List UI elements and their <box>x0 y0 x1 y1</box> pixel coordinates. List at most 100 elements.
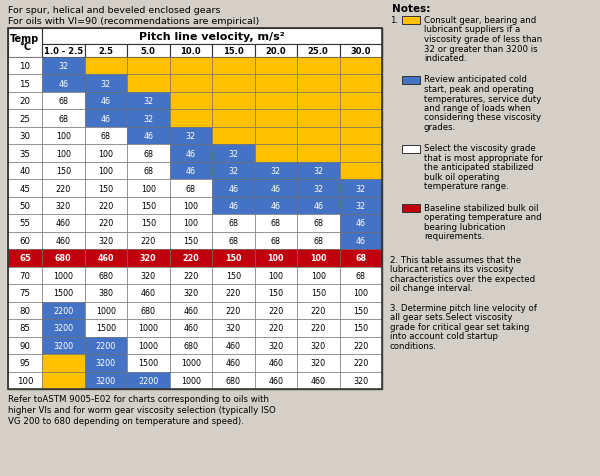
Bar <box>297 75 340 93</box>
Bar <box>254 162 297 180</box>
Text: °C: °C <box>19 42 31 52</box>
Text: 3200: 3200 <box>53 341 73 350</box>
Text: 68: 68 <box>58 114 68 123</box>
Bar <box>254 198 297 215</box>
Text: 65: 65 <box>19 254 31 263</box>
Bar <box>170 110 212 128</box>
Bar <box>297 250 340 267</box>
Text: 20.0: 20.0 <box>265 47 286 56</box>
Text: 32: 32 <box>101 79 111 89</box>
Text: 30.0: 30.0 <box>350 47 371 56</box>
Text: 32: 32 <box>228 167 238 176</box>
Text: 2200: 2200 <box>138 376 158 385</box>
Text: 1.0 - 2.5: 1.0 - 2.5 <box>44 47 83 56</box>
Text: 680: 680 <box>226 376 241 385</box>
Text: 220: 220 <box>226 289 241 298</box>
Bar <box>42 232 85 250</box>
Text: 680: 680 <box>183 341 198 350</box>
Bar <box>170 162 212 180</box>
Bar <box>297 337 340 354</box>
Text: 3. Determine pitch line velocity of: 3. Determine pitch line velocity of <box>390 303 537 312</box>
Bar <box>212 145 254 162</box>
Bar <box>170 128 212 145</box>
Bar <box>340 75 382 93</box>
Bar <box>212 93 254 110</box>
Text: 100: 100 <box>98 167 113 176</box>
Bar <box>212 180 254 198</box>
Text: 320: 320 <box>353 376 368 385</box>
Bar <box>127 319 170 337</box>
Bar <box>297 162 340 180</box>
Bar <box>8 372 42 389</box>
Bar <box>8 198 42 215</box>
Text: 32: 32 <box>356 184 366 193</box>
Bar <box>212 110 254 128</box>
Bar <box>340 354 382 372</box>
Bar <box>85 198 127 215</box>
Bar <box>297 180 340 198</box>
Text: 220: 220 <box>311 324 326 333</box>
Bar <box>340 45 382 58</box>
Text: 100: 100 <box>311 271 326 280</box>
Bar <box>254 302 297 319</box>
Text: 50: 50 <box>19 202 31 210</box>
Bar <box>212 267 254 285</box>
Text: bulk oil operating: bulk oil operating <box>424 173 499 182</box>
Text: 68: 68 <box>101 132 111 141</box>
Text: Notes:: Notes: <box>392 4 430 14</box>
Bar <box>297 319 340 337</box>
Bar <box>402 17 420 25</box>
Bar <box>42 75 85 93</box>
Bar <box>212 285 254 302</box>
Bar <box>42 145 85 162</box>
Text: 32: 32 <box>143 114 154 123</box>
Text: 46: 46 <box>356 219 366 228</box>
Bar <box>170 45 212 58</box>
Bar <box>170 180 212 198</box>
Bar <box>42 162 85 180</box>
Text: characteristics over the expected: characteristics over the expected <box>390 275 535 283</box>
Bar <box>297 58 340 75</box>
Text: 1500: 1500 <box>53 289 73 298</box>
Text: 460: 460 <box>268 358 283 367</box>
Text: 68: 68 <box>143 149 153 159</box>
Bar <box>297 267 340 285</box>
Bar <box>212 250 254 267</box>
Text: oil change interval.: oil change interval. <box>390 284 473 293</box>
Bar <box>212 58 254 75</box>
Bar <box>8 58 42 75</box>
Bar <box>85 267 127 285</box>
Bar <box>297 198 340 215</box>
Text: 46: 46 <box>228 184 238 193</box>
Text: 220: 220 <box>56 184 71 193</box>
Bar <box>340 198 382 215</box>
Bar <box>8 285 42 302</box>
Bar <box>127 180 170 198</box>
Bar <box>340 267 382 285</box>
Text: 80: 80 <box>19 306 31 315</box>
Bar <box>254 232 297 250</box>
Text: 320: 320 <box>56 202 71 210</box>
Text: 100: 100 <box>141 184 156 193</box>
Bar <box>254 75 297 93</box>
Bar <box>85 250 127 267</box>
Bar <box>170 337 212 354</box>
Text: 15.0: 15.0 <box>223 47 244 56</box>
Text: 46: 46 <box>271 184 281 193</box>
Text: 32: 32 <box>356 202 366 210</box>
Bar <box>212 372 254 389</box>
Text: 3200: 3200 <box>95 376 116 385</box>
Bar <box>8 29 42 58</box>
Text: 220: 220 <box>98 202 113 210</box>
Text: 68: 68 <box>356 271 366 280</box>
Text: 46: 46 <box>271 202 281 210</box>
Bar <box>170 250 212 267</box>
Bar <box>340 319 382 337</box>
Text: Pitch line velocity, m/s²: Pitch line velocity, m/s² <box>139 32 285 42</box>
Bar <box>127 110 170 128</box>
Text: 460: 460 <box>226 358 241 367</box>
Bar <box>297 232 340 250</box>
Bar <box>127 145 170 162</box>
Text: 70: 70 <box>19 271 31 280</box>
Text: 32: 32 <box>313 167 323 176</box>
